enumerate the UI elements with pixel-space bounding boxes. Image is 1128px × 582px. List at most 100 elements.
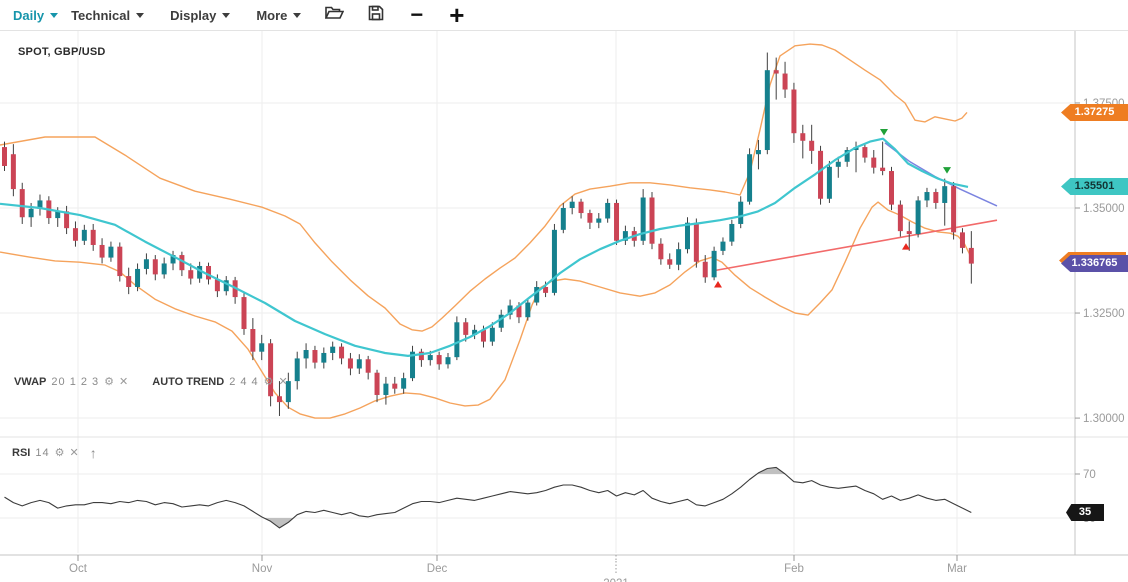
timeframe-dropdown[interactable]: Daily [13, 7, 59, 23]
gear-icon[interactable]: ⚙ [54, 446, 65, 459]
candle-body [968, 247, 974, 264]
candle-body [693, 222, 699, 262]
price-tick-label: 1.30000 [1083, 413, 1125, 425]
candle-body [259, 343, 265, 352]
candle-body [330, 346, 336, 353]
toolbar-menus: Technical Display More [58, 8, 302, 23]
candle-body [81, 229, 87, 241]
candle-body [543, 286, 549, 293]
candle-body [347, 358, 353, 369]
candle-body [161, 263, 167, 275]
vwap-indicator-label: VWAP [14, 376, 47, 388]
rsi-indicator-params: 14 [35, 447, 50, 459]
candle-body [179, 255, 185, 271]
candle-body [392, 383, 398, 389]
gear-icon[interactable]: ⚙ [104, 375, 115, 388]
candle-body [729, 223, 735, 242]
candle-body [516, 305, 522, 318]
last-price-badge: 1.336765 [1061, 255, 1128, 272]
rsi-line [4, 466, 972, 529]
auto-trend-indicator-params: 2 4 4 [229, 376, 259, 388]
candle-body [383, 383, 389, 395]
candle-body [214, 279, 220, 292]
candle-body [560, 208, 566, 230]
candle-body [312, 350, 318, 363]
candle-body [436, 355, 442, 365]
candle-body [489, 327, 495, 342]
zoom-in-button[interactable]: + [449, 0, 465, 30]
candle-body [649, 197, 655, 244]
candle-body [959, 232, 965, 248]
candle-body [276, 396, 282, 403]
save-layout-button[interactable] [368, 5, 384, 26]
candle-body [889, 171, 894, 205]
candle-body [844, 150, 850, 162]
candle-body [915, 200, 921, 235]
candle-body [2, 147, 7, 166]
candle-body [410, 351, 416, 379]
candle-body [809, 140, 815, 151]
close-icon[interactable]: ✕ [278, 375, 288, 388]
chevron-down-icon [136, 13, 145, 18]
price-tick-label: 1.32500 [1083, 308, 1125, 320]
candle-body [64, 211, 70, 229]
month-tick-label: Feb [784, 563, 804, 575]
candle-body [472, 329, 478, 335]
candle-body [942, 186, 948, 203]
candle-body [108, 246, 114, 258]
candle-body [755, 150, 761, 155]
candle-body [525, 302, 531, 318]
candle-body [835, 161, 841, 167]
menu-technical[interactable]: Technical [71, 8, 145, 23]
upper-band-value-badge: 1.37275 [1061, 104, 1128, 121]
candle-body [294, 358, 300, 382]
candle-body [676, 249, 682, 265]
folder-open-icon [325, 5, 345, 25]
candle-body [126, 276, 132, 287]
candle-body [791, 89, 797, 134]
candle-body [170, 255, 176, 264]
auto-trend-indicator-label: AUTO TREND [152, 376, 225, 388]
arrow-up-icon[interactable]: ↑ [89, 444, 97, 461]
open-layout-button[interactable] [325, 5, 345, 25]
candle-body [427, 355, 433, 361]
zoom-out-button[interactable]: − [410, 2, 424, 27]
candle-body [321, 352, 327, 363]
timeframe-label: Daily [13, 7, 45, 23]
candle-body [738, 201, 744, 224]
menu-display[interactable]: Display [170, 8, 231, 23]
candle-body [711, 250, 717, 278]
candle-body [826, 166, 832, 199]
candle-body [906, 231, 912, 235]
candle-body [569, 201, 575, 208]
buy-signal-triangle-icon [902, 243, 910, 250]
candle-body [702, 261, 708, 278]
candle-body [773, 70, 779, 74]
candle-body [720, 241, 726, 251]
close-icon[interactable]: ✕ [69, 446, 79, 459]
save-icon [368, 5, 384, 26]
candle-body [206, 265, 212, 280]
chevron-down-icon [222, 13, 231, 18]
close-icon[interactable]: ✕ [119, 375, 129, 388]
menu-more[interactable]: More [256, 8, 302, 23]
candle-body [622, 231, 628, 241]
candle-body [587, 213, 593, 223]
candle-body [55, 211, 61, 219]
candle-body [365, 359, 371, 373]
year-tick-label: 2021 [603, 578, 629, 582]
candle-body [800, 133, 806, 141]
candle-body [747, 154, 753, 202]
candle-body [143, 259, 149, 269]
rsi-indicator-label: RSI [12, 447, 31, 459]
month-tick-label: Mar [947, 563, 967, 575]
overlay-indicators-row: VWAP 20 1 2 3 ⚙ ✕ AUTO TREND 2 4 4 ⚙ ✕ [14, 376, 288, 388]
gear-icon[interactable]: ⚙ [263, 375, 274, 388]
symbol-label: SPOT, GBP/USD [18, 46, 106, 58]
candle-body [614, 202, 620, 241]
buy-signal-triangle-icon [714, 280, 722, 288]
candle-body [72, 228, 78, 241]
candle-body [445, 357, 451, 365]
